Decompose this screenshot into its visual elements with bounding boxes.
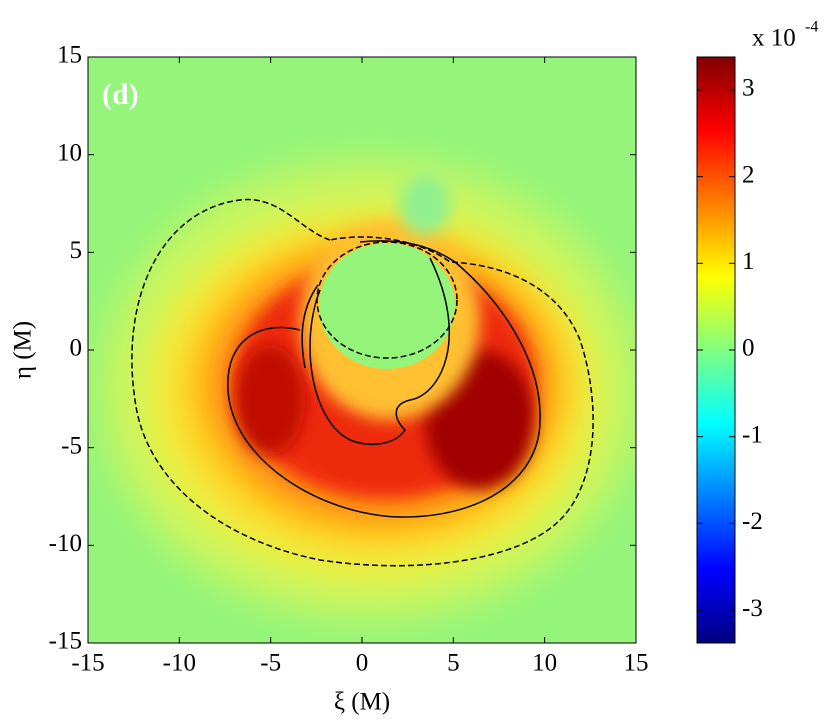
colorbar-tick-label: 3 [742,75,755,102]
x-tick-label: -5 [260,650,281,677]
colorbar [696,56,736,644]
y-tick-label: 15 [57,42,82,69]
x-tick-label: 15 [624,650,649,677]
colorbar-tick-label: -3 [742,595,763,622]
colorbar-tick-label: 2 [742,161,755,188]
x-tick-label: 5 [447,650,460,677]
colorbar-tick-label: 1 [742,248,755,275]
y-tick-label: -15 [49,628,82,655]
panel-label: (d) [102,78,139,111]
colorbar-tick-label: -2 [742,508,763,535]
x-tick-label: -15 [71,650,104,677]
colorbar-exponent: -4 [805,19,818,36]
y-tick-label: 10 [57,139,82,166]
x-tick-label: 0 [356,650,369,677]
x-tick-label: 10 [532,650,557,677]
colorbar-tick-label: -1 [742,421,763,448]
y-tick-label: -10 [49,530,82,557]
y-axis-label: η (M) [10,321,37,379]
colorbar-label: x 10 [752,25,796,52]
y-tick-label: 0 [70,335,83,362]
x-tick-label: -10 [163,650,196,677]
colorbar-tick-label: 0 [742,335,755,362]
field [88,57,636,643]
y-tick-label: 5 [70,237,83,264]
x-axis-label: ξ (M) [334,689,390,716]
y-tick-label: -5 [61,432,82,459]
